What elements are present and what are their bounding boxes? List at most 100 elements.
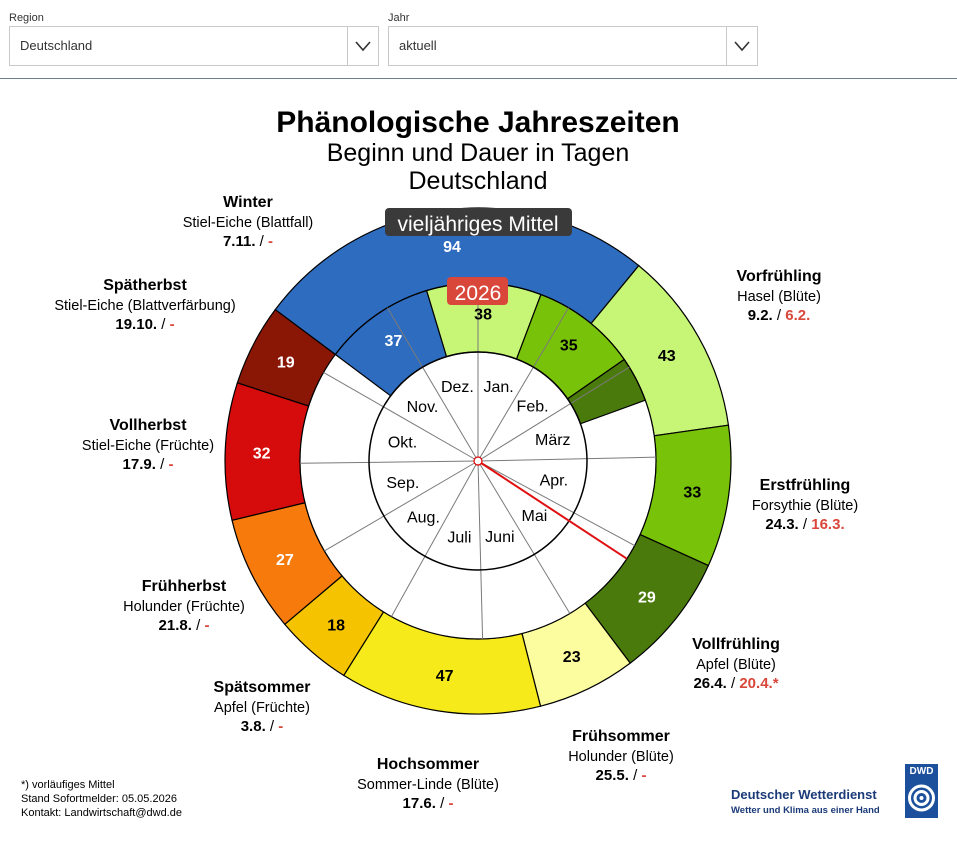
logo-slogan: Wetter und Klima aus einer Hand [731, 805, 880, 816]
date-separator: / [629, 767, 642, 784]
year-select[interactable]: aktuell [388, 26, 758, 66]
chevron-down-icon[interactable] [726, 27, 757, 65]
season-dates: 17.6. / - [403, 795, 454, 812]
season-caption: Spätherbst Stiel-Eiche (Blattverfärbung) 1… [54, 277, 235, 333]
month-divider [323, 372, 479, 462]
month-label: Okt. [388, 434, 417, 451]
month-label: Jan. [483, 379, 513, 396]
start-current: - [641, 767, 646, 784]
start-mean: 25.5. [596, 767, 629, 784]
month-label: Feb. [517, 398, 549, 415]
outer-ring-label-bg [385, 208, 572, 236]
season-dates: 24.3. / 16.3. [765, 516, 844, 533]
season-indicator: Stiel-Eiche (Blattfall) [183, 215, 314, 231]
month-label: Mai [522, 508, 548, 525]
season-name: Spätherbst [103, 277, 187, 294]
season-dates: 25.5. / - [596, 767, 647, 784]
logo-abbr: DWD [909, 766, 934, 777]
season-caption: Winter Stiel-Eiche (Blattfall) 7.11. / - [183, 194, 314, 250]
start-current: - [204, 617, 209, 634]
region-select[interactable]: Deutschland [9, 26, 379, 66]
year-filter: Jahr aktuell [388, 10, 758, 66]
footnote-status: Stand Sofortmelder: 05.05.2026 [21, 793, 177, 805]
season-indicator: Forsythie (Blüte) [752, 498, 858, 514]
season-dates: 7.11. / - [223, 233, 273, 250]
start-current: - [268, 233, 273, 250]
season-dates: 19.10. / - [115, 316, 174, 333]
mean-value-label: 27 [276, 552, 294, 569]
season-caption: Vorfrühling Hasel (Blüte) 9.2. / 6.2. [736, 268, 821, 324]
season-caption: Vollherbst Stiel-Eiche (Früchte) 17.9. / - [82, 417, 214, 473]
chart-title: Phänologische Jahreszeiten [276, 106, 679, 139]
mean-value-label: 47 [436, 668, 454, 685]
date-separator: / [266, 718, 279, 735]
swirl-icon [908, 784, 935, 812]
mean-value-label: 94 [443, 239, 461, 256]
month-divider [477, 460, 571, 614]
season-indicator: Apfel (Blüte) [696, 657, 776, 673]
season-dates: 26.4. / 20.4.* [693, 675, 778, 692]
date-separator: / [157, 316, 170, 333]
start-current: - [168, 456, 173, 473]
region-label: Region [9, 12, 44, 24]
date-separator: / [727, 675, 740, 692]
mean-value-label: 18 [327, 618, 345, 635]
inner-ring-label: 2026 [447, 277, 508, 305]
month-divider [300, 460, 479, 464]
date-separator: / [436, 795, 449, 812]
region-filter: Region Deutschland [9, 10, 379, 66]
mean-value-label: 33 [683, 485, 701, 502]
season-name: Hochsommer [377, 756, 479, 773]
date-separator: / [156, 456, 169, 473]
filter-bar: Region Deutschland Jahr aktuell [0, 0, 957, 80]
date-separator: / [256, 233, 269, 250]
today-marker-line [477, 460, 628, 560]
month-label: Dez. [441, 379, 474, 396]
season-dates: 9.2. / 6.2. [748, 307, 811, 324]
footnote-contact[interactable]: Kontakt: Landwirtschaft@dwd.de [21, 807, 182, 819]
month-divider [477, 460, 635, 546]
month-divider [324, 460, 479, 552]
start-current: - [170, 316, 175, 333]
year-select-value: aktuell [399, 38, 437, 53]
start-current: 16.3. [811, 516, 844, 533]
season-indicator: Stiel-Eiche (Blattverfärbung) [54, 298, 235, 314]
season-caption: Vollfrühling Apfel (Blüte) 26.4. / 20.4.* [692, 636, 780, 692]
month-label: Nov. [407, 399, 439, 416]
month-circle [368, 351, 588, 571]
month-divider [477, 307, 569, 462]
season-indicator: Holunder (Früchte) [123, 599, 245, 615]
month-divider [387, 307, 479, 462]
start-current: 20.4.* [739, 675, 778, 692]
mean-value-label: 23 [563, 649, 581, 666]
season-indicator: Holunder (Blüte) [568, 749, 674, 765]
mean-value-label: 32 [253, 446, 271, 463]
month-label: Juni [485, 529, 514, 546]
start-mean: 7.11. [223, 233, 256, 250]
season-caption: Spätsommer Apfel (Früchte) 3.8. / - [214, 679, 311, 735]
start-mean: 17.6. [403, 795, 436, 812]
month-label: Apr. [540, 472, 568, 489]
year-label: Jahr [388, 12, 410, 24]
current-value-label: 35 [560, 338, 578, 355]
start-current: - [278, 718, 283, 735]
current-value-label: 37 [384, 333, 402, 350]
season-name: Winter [223, 194, 273, 211]
start-current: 6.2. [785, 307, 810, 324]
season-dates: 3.8. / - [241, 718, 284, 735]
start-mean: 19.10. [115, 316, 157, 333]
date-separator: / [799, 516, 812, 533]
season-name: Erstfrühling [760, 477, 851, 494]
month-label: März [535, 432, 571, 449]
phenology-clock-chart: Phänologische Jahreszeiten Beginn und Da… [54, 106, 858, 812]
chevron-down-icon[interactable] [347, 27, 378, 65]
season-indicator: Hasel (Blüte) [737, 289, 821, 305]
season-indicator: Stiel-Eiche (Früchte) [82, 438, 214, 454]
month-label: Juli [447, 530, 471, 547]
start-current: - [448, 795, 453, 812]
season-dates: 17.9. / - [123, 456, 174, 473]
start-mean: 24.3. [765, 516, 798, 533]
outer-ring-label-text: vieljähriges Mittel [397, 213, 558, 236]
season-name: Frühherbst [142, 578, 227, 595]
inner-ring-label-bg [447, 277, 508, 305]
